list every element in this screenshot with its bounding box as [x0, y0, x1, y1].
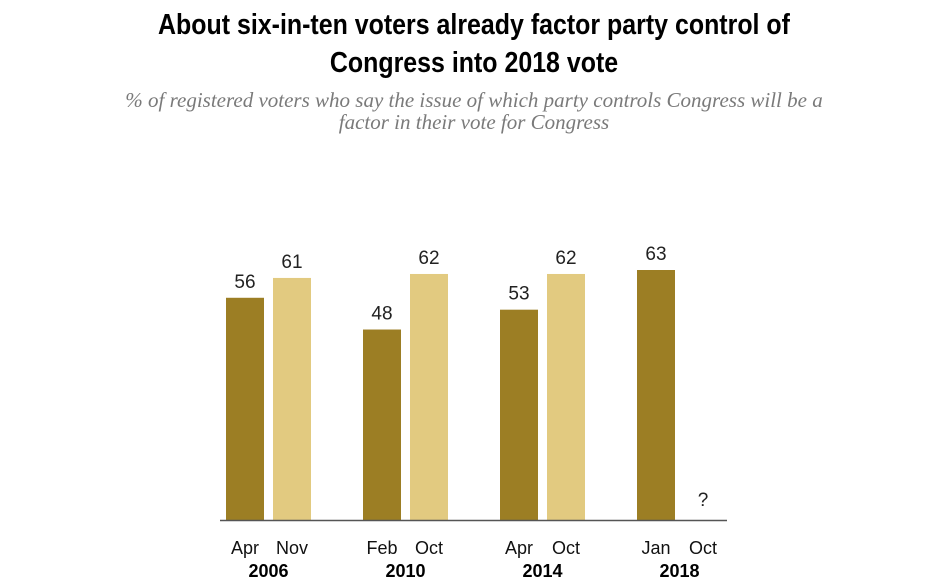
bar-2010-oct-month-label: Oct [415, 538, 443, 558]
bar-2010-oct [410, 273, 448, 520]
chart-title-line-2: Congress into 2018 vote [329, 47, 619, 79]
bar-2010-feb-value-label: 48 [371, 304, 392, 325]
bar-2018-jan-month-label: Jan [641, 538, 670, 558]
bar-2014-oct [547, 273, 585, 520]
year-label-2010: 2010 [385, 561, 425, 581]
bar-2006-nov [273, 277, 311, 520]
chart-title: About six-in-ten voters already factor p… [66, 6, 881, 82]
bar-2006-apr [226, 297, 264, 520]
bar-2018-jan-value-label: 63 [645, 244, 666, 265]
bar-2014-apr-value-label: 53 [508, 284, 529, 305]
bar-2018-jan [637, 270, 675, 520]
bar-2014-apr-month-label: Apr [505, 538, 533, 558]
year-label-2018: 2018 [659, 561, 699, 581]
bar-2006-nov-value-label: 61 [281, 252, 302, 273]
bar-2014-oct-month-label: Oct [552, 538, 580, 558]
bar-2006-apr-month-label: Apr [231, 538, 259, 558]
bar-2014-oct-value-label: 62 [555, 248, 576, 269]
chart-subtitle: % of registered voters who say the issue… [20, 89, 928, 133]
bar-2014-apr [500, 309, 538, 520]
bar-2006-nov-month-label: Nov [276, 538, 308, 558]
year-label-2014: 2014 [522, 561, 562, 581]
bar-2018-oct-month-label: Oct [689, 538, 717, 558]
chart-subtitle-line-2: factor in their vote for Congress [338, 110, 610, 134]
chart-subtitle-line-1: % of registered voters who say the issue… [125, 88, 823, 112]
bar-2010-feb-month-label: Feb [366, 538, 397, 558]
bar-2010-oct-value-label: 62 [418, 248, 439, 269]
year-label-2006: 2006 [248, 561, 288, 581]
bar-2006-apr-value-label: 56 [234, 272, 255, 293]
chart-title-line-1: About six-in-ten voters already factor p… [158, 9, 790, 41]
bar-2010-feb [363, 329, 401, 520]
bar-2018-oct-unknown-label: ? [698, 490, 709, 511]
